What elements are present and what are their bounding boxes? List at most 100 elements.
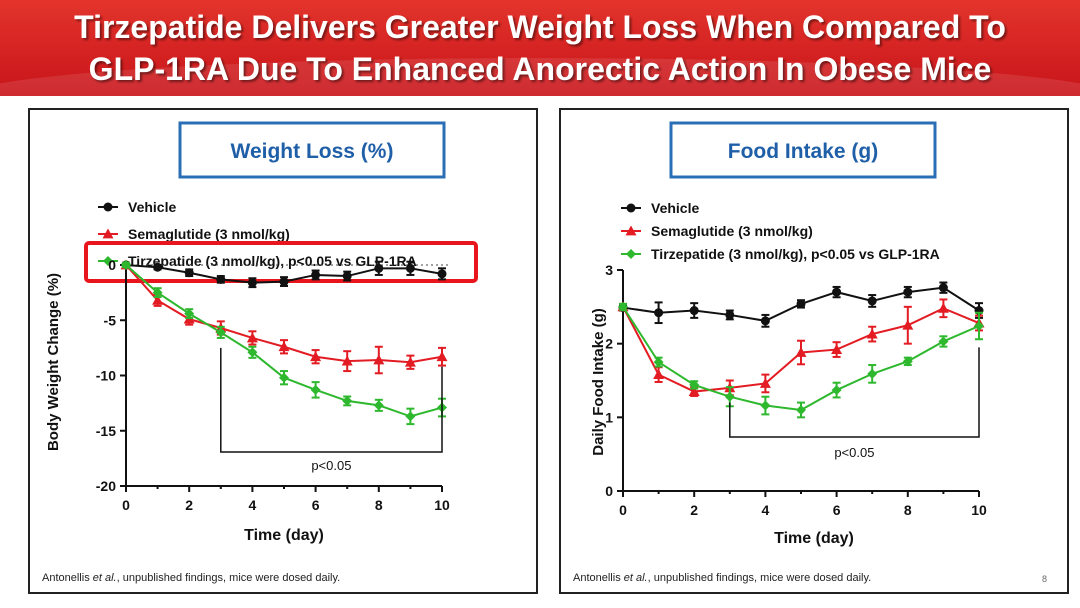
data-point <box>938 283 948 293</box>
y-tick-label: 1 <box>605 409 613 425</box>
food-intake-panel: Food Intake (g) Vehicle Semaglutide (3 nm… <box>559 108 1069 594</box>
significance-label: p<0.05 <box>834 445 874 460</box>
x-tick-label: 0 <box>619 502 627 518</box>
x-tick-label: 6 <box>833 502 841 518</box>
data-point <box>974 320 984 331</box>
footnote-prefix: Antonellis <box>42 572 93 584</box>
legend-marker <box>103 256 113 266</box>
y-tick-label: -15 <box>96 423 116 439</box>
data-point <box>760 400 771 411</box>
data-point <box>311 270 321 280</box>
data-point <box>796 299 806 309</box>
x-tick-label: 4 <box>249 497 257 513</box>
x-tick-label: 4 <box>762 502 770 518</box>
data-point <box>216 274 226 284</box>
weight-loss-panel: Weight Loss (%) Vehicle Semaglutide (3 nm… <box>28 108 538 594</box>
data-point <box>278 341 290 352</box>
chart-title-box <box>669 121 937 179</box>
slide-title: Tirzepatide Delivers Greater Weight Loss… <box>0 6 1080 90</box>
axes: 0 1 2 3 0 2 4 6 8 10 <box>605 262 987 518</box>
data-point <box>902 319 914 330</box>
significance-bracket <box>729 347 980 438</box>
data-point <box>152 287 163 298</box>
chart-title-box <box>178 121 446 179</box>
data-point <box>246 332 258 343</box>
x-tick-label: 2 <box>185 497 193 513</box>
data-point <box>831 344 843 354</box>
x-tick-label: 2 <box>690 502 698 518</box>
data-point <box>832 287 842 297</box>
data-point <box>796 404 806 415</box>
food-intake-chart: Food Intake (g) Vehicle Semaglutide (3 nm… <box>590 121 987 547</box>
data-point <box>152 294 164 305</box>
y-tick-label: -10 <box>96 368 116 384</box>
y-tick-label: 2 <box>605 336 613 352</box>
data-point <box>937 302 949 313</box>
significance-bracket <box>220 347 443 453</box>
x-tick-label: 10 <box>434 497 450 513</box>
y-tick-label: 0 <box>605 483 613 499</box>
legend-marker <box>626 249 636 259</box>
data-point <box>795 347 807 357</box>
weight-loss-chart: Weight Loss (%) Vehicle Semaglutide (3 nm… <box>45 121 478 544</box>
data-point <box>689 379 700 390</box>
data-point <box>867 368 878 379</box>
data-point <box>215 327 226 338</box>
data-point <box>867 296 877 306</box>
legend-marker <box>103 202 113 212</box>
x-tick-label: 8 <box>904 502 912 518</box>
data-point <box>653 357 664 368</box>
footnote: Antonellis et al., unpublished findings,… <box>573 572 871 584</box>
slide-title-line-2: GLP-1RA Due To Enhanced Anorectic Action… <box>88 51 992 87</box>
x-tick-label: 6 <box>312 497 320 513</box>
footnote-etal: et al. <box>92 572 117 584</box>
data-point <box>938 336 949 347</box>
data-point <box>437 269 447 279</box>
data-point <box>689 306 699 316</box>
data-point <box>404 356 416 367</box>
legend-entry: Tirzepatide (3 nmol/kg), p<0.05 vs GLP-1… <box>651 246 940 262</box>
data-point <box>618 301 628 312</box>
legend-entry: Vehicle <box>651 200 699 216</box>
data-point <box>310 384 321 395</box>
data-point <box>831 385 842 396</box>
data-point <box>247 347 258 358</box>
data-point <box>759 377 771 388</box>
data-point <box>184 268 194 278</box>
data-point <box>405 411 416 422</box>
legend: Vehicle Semaglutide (3 nmol/kg) Tirzepatid… <box>98 199 417 269</box>
legend-entry: Tirzepatide (3 nmol/kg), p<0.05 vs GLP-1… <box>128 253 417 269</box>
data-point <box>760 316 770 326</box>
legend-entry: Semaglutide (3 nmol/kg) <box>128 226 290 242</box>
footnote-suffix: , unpublished findings, mice were dosed … <box>647 572 872 584</box>
y-axis-label: Daily Food Intake (g) <box>590 308 607 456</box>
y-tick-label: 3 <box>605 262 613 278</box>
data-point <box>184 308 195 319</box>
x-axis-label: Time (day) <box>774 530 854 547</box>
x-tick-label: 8 <box>375 497 383 513</box>
legend-marker <box>626 203 636 213</box>
data-point <box>688 386 700 396</box>
footnote-etal: et al. <box>623 572 648 584</box>
data-point <box>903 287 913 297</box>
data-point <box>341 355 353 366</box>
data-point <box>654 308 664 318</box>
x-axis-label: Time (day) <box>244 527 324 544</box>
data-point <box>342 271 352 281</box>
data-point <box>866 328 878 339</box>
data-point <box>373 354 385 365</box>
legend: Vehicle Semaglutide (3 nmol/kg) Tirzepatid… <box>621 200 940 262</box>
data-point <box>342 395 353 406</box>
series-layer: p<0.05 <box>617 281 985 460</box>
footnote: Antonellis et al., unpublished findings,… <box>42 572 340 584</box>
chart-title: Food Intake (g) <box>728 140 879 163</box>
legend-marker <box>102 228 114 239</box>
y-tick-label: -5 <box>104 312 117 328</box>
legend-entry: Vehicle <box>128 199 176 215</box>
legend-marker <box>625 225 637 236</box>
slide-title-line-1: Tirzepatide Delivers Greater Weight Loss… <box>74 9 1006 45</box>
legend-entry: Semaglutide (3 nmol/kg) <box>651 223 813 239</box>
x-tick-label: 10 <box>971 502 987 518</box>
data-point <box>725 310 735 320</box>
data-point <box>374 263 384 273</box>
